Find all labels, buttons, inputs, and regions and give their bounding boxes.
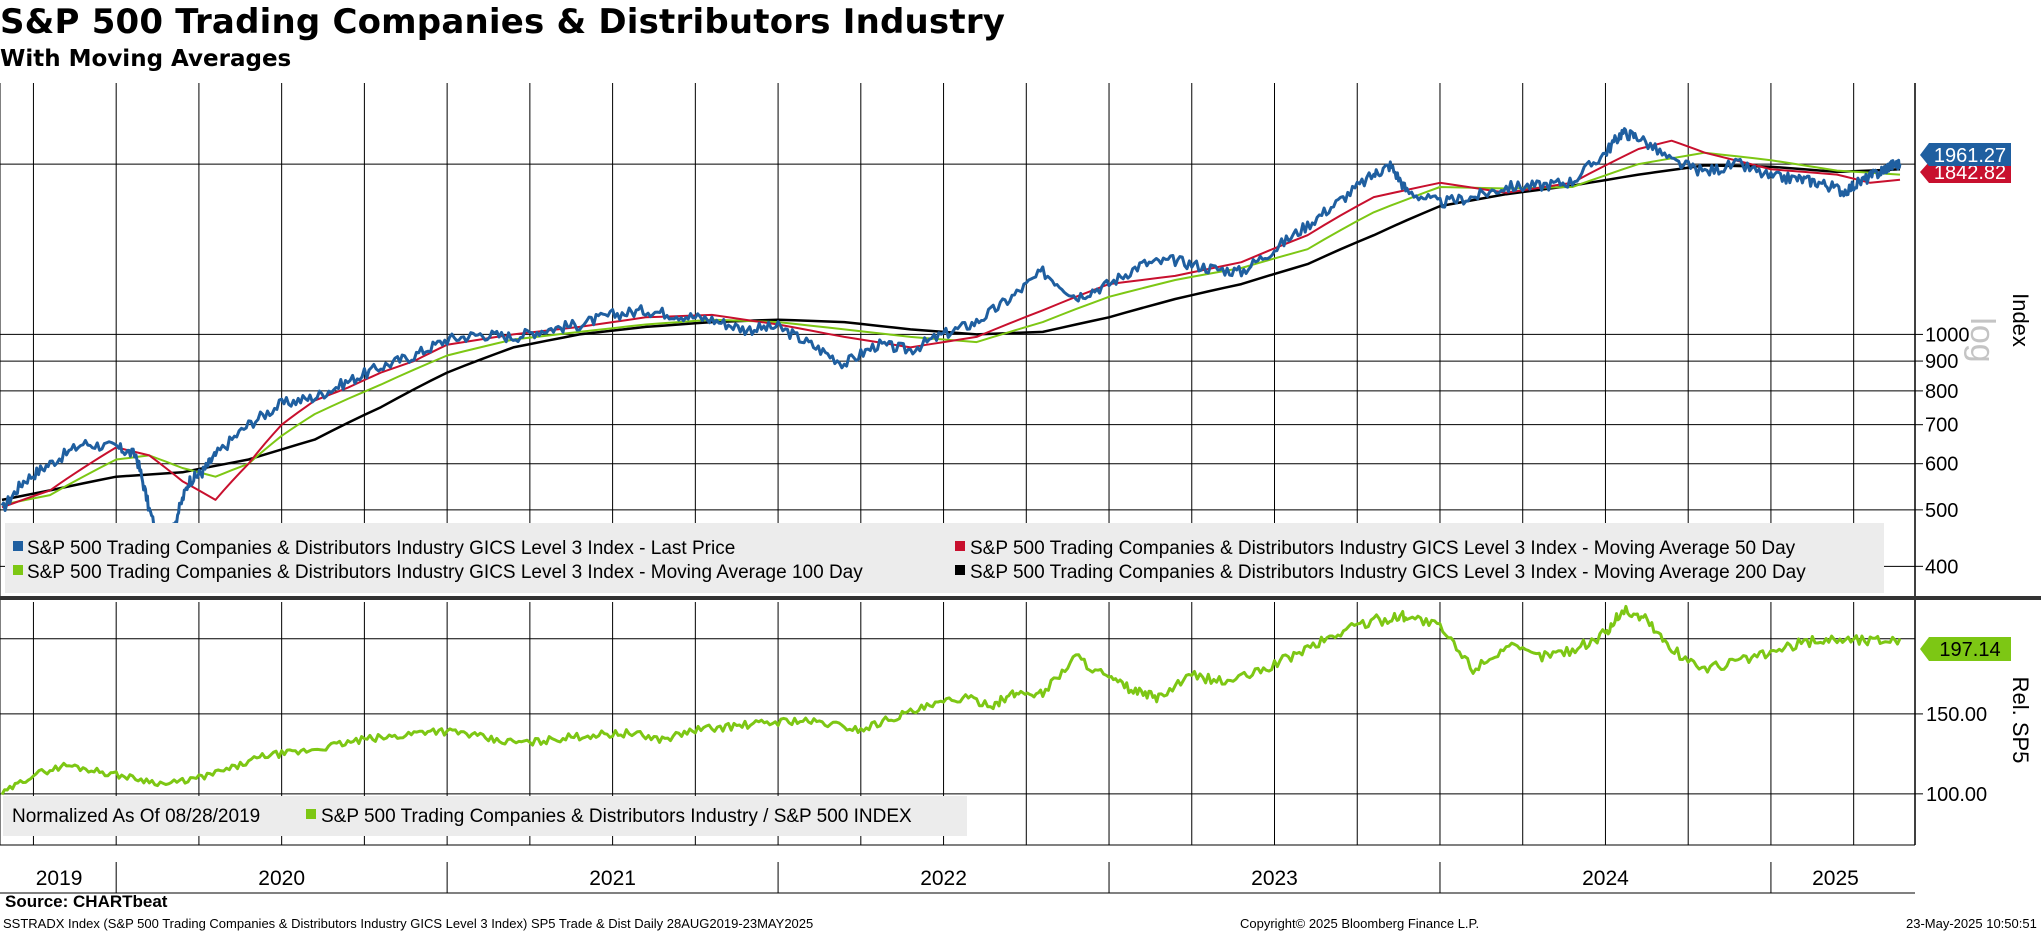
top-legend: S&P 500 Trading Companies & Distributors… bbox=[5, 523, 1884, 593]
x-tick-label: 2019 bbox=[36, 867, 83, 890]
series-last-price bbox=[0, 127, 1902, 568]
legend-label-ma200: S&P 500 Trading Companies & Distributors… bbox=[970, 562, 1806, 583]
ma50-value-tag: 1842.82 bbox=[1920, 162, 2011, 184]
legend-normalized-note: Normalized As Of 08/28/2019 bbox=[12, 806, 260, 827]
chart-subtitle: With Moving Averages bbox=[0, 46, 292, 72]
bottom-axis-label: Rel. SP5 bbox=[2008, 677, 2033, 764]
x-axis-year-labels: 2019 2020 2021 2022 2023 2024 2025 bbox=[36, 862, 1859, 893]
top-panel-series bbox=[0, 127, 1902, 568]
legend-swatch-relative bbox=[306, 809, 316, 819]
source-label: Source: CHARTbeat bbox=[5, 892, 168, 911]
y-tick-label: 100.00 bbox=[1926, 784, 1987, 806]
series-ma100 bbox=[1, 151, 1901, 506]
legend-label-last-price: S&P 500 Trading Companies & Distributors… bbox=[27, 538, 735, 559]
y-tick-label: 1000 bbox=[1925, 324, 1970, 346]
y-tick-label: 150.00 bbox=[1926, 704, 1987, 726]
x-tick-label: 2020 bbox=[258, 867, 305, 890]
y-tick-label: 500 bbox=[1925, 500, 1958, 522]
y-tick-label: 400 bbox=[1925, 556, 1958, 578]
x-tick-label: 2023 bbox=[1251, 867, 1298, 890]
footer-left-text: SSTRADX Index (S&P 500 Trading Companies… bbox=[3, 916, 814, 931]
footer-timestamp: 23-May-2025 10:50:51 bbox=[1906, 916, 2037, 931]
x-tick-label: 2022 bbox=[920, 867, 967, 890]
top-horizontal-gridlines bbox=[0, 163, 1915, 567]
x-tick-label: 2021 bbox=[589, 867, 636, 890]
legend-label-relative: S&P 500 Trading Companies & Distributors… bbox=[321, 806, 912, 827]
bottom-panel-series bbox=[0, 604, 1902, 796]
vertical-gridlines bbox=[32, 83, 1855, 845]
top-axis-label: Index bbox=[2008, 293, 2033, 347]
top-y-ticks: 400 500 600 700 800 900 1000 bbox=[1915, 324, 1970, 578]
log-scale-label: log bbox=[1963, 317, 2001, 362]
ma50-value-text: 1842.82 bbox=[1934, 162, 2006, 184]
series-ma50 bbox=[1, 139, 1901, 509]
panel-frames bbox=[0, 83, 2041, 894]
legend-swatch-ma50 bbox=[955, 541, 965, 551]
bottom-y-ticks: 100.00 150.00 bbox=[1915, 704, 1987, 806]
bottom-horizontal-gridlines bbox=[0, 638, 1915, 795]
relative-value-tag: 197.14 bbox=[1920, 637, 2011, 661]
legend-swatch-ma200 bbox=[955, 565, 965, 575]
y-tick-label: 800 bbox=[1925, 381, 1958, 403]
x-tick-label: 2025 bbox=[1812, 867, 1859, 890]
y-tick-label: 700 bbox=[1925, 415, 1958, 437]
relative-value-text: 197.14 bbox=[1939, 639, 2000, 661]
legend-swatch-last-price bbox=[13, 541, 23, 551]
y-tick-label: 600 bbox=[1925, 454, 1958, 476]
legend-label-ma50: S&P 500 Trading Companies & Distributors… bbox=[970, 538, 1796, 559]
y-tick-label: 900 bbox=[1925, 351, 1958, 373]
x-tick-label: 2024 bbox=[1582, 867, 1629, 890]
last-price-value-tag: 1961.27 bbox=[1920, 143, 2011, 167]
bottom-legend: Normalized As Of 08/28/2019 S&P 500 Trad… bbox=[3, 796, 967, 836]
last-price-value-text: 1961.27 bbox=[1934, 145, 2006, 167]
footer-copyright: Copyright© 2025 Bloomberg Finance L.P. bbox=[1240, 916, 1480, 931]
series-relative-strength bbox=[0, 604, 1902, 796]
chart-title: S&P 500 Trading Companies & Distributors… bbox=[0, 2, 1006, 42]
legend-label-ma100: S&P 500 Trading Companies & Distributors… bbox=[27, 562, 863, 583]
legend-swatch-ma100 bbox=[13, 565, 23, 575]
